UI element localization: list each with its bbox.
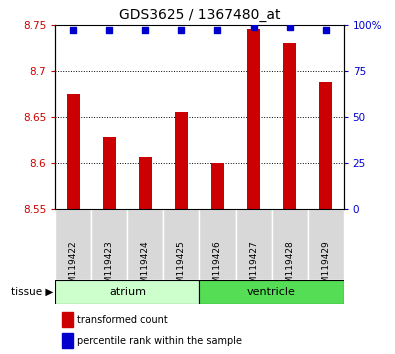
Text: transformed count: transformed count	[77, 315, 167, 325]
Bar	[62, 312, 73, 327]
Bar	[139, 157, 152, 209]
Bar	[308, 209, 344, 280]
Text: GSM119422: GSM119422	[69, 241, 78, 295]
Bar	[127, 209, 164, 280]
Text: GSM119426: GSM119426	[213, 241, 222, 296]
Bar	[67, 94, 80, 209]
Bar	[175, 112, 188, 209]
Bar	[91, 209, 127, 280]
Bar	[283, 43, 296, 209]
Bar	[62, 333, 73, 348]
Text: percentile rank within the sample: percentile rank within the sample	[77, 336, 241, 346]
Text: GSM119424: GSM119424	[141, 241, 150, 295]
Bar	[272, 209, 308, 280]
Text: tissue ▶: tissue ▶	[11, 287, 53, 297]
Text: GSM119428: GSM119428	[285, 241, 294, 296]
Text: GSM119425: GSM119425	[177, 241, 186, 296]
Bar	[319, 82, 332, 209]
Bar	[199, 209, 235, 280]
Bar	[199, 280, 344, 304]
Bar	[235, 209, 272, 280]
Bar	[55, 209, 91, 280]
Bar	[247, 29, 260, 209]
Text: atrium: atrium	[109, 287, 146, 297]
Text: GSM119429: GSM119429	[321, 241, 330, 296]
Text: GSM119423: GSM119423	[105, 241, 114, 296]
Bar	[211, 163, 224, 209]
Bar	[164, 209, 199, 280]
Text: GSM119427: GSM119427	[249, 241, 258, 296]
Bar	[55, 280, 199, 304]
Bar	[103, 137, 116, 209]
Title: GDS3625 / 1367480_at: GDS3625 / 1367480_at	[119, 8, 280, 22]
Text: ventricle: ventricle	[247, 287, 296, 297]
